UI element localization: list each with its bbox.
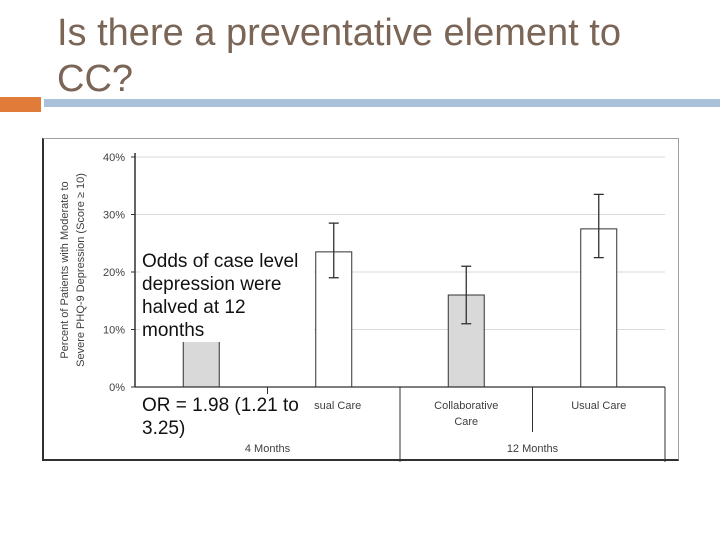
y-tick-label: 10% (103, 325, 125, 337)
axes: 0% 10% 20% 30% 40% Collaborative Care Usual Car… (103, 152, 666, 462)
y-tick-label: 20% (103, 267, 125, 279)
y-tick-label: 30% (103, 210, 125, 222)
slide-title: Is there a preventative element to CC? (57, 12, 621, 100)
y-tick-label: 40% (103, 152, 125, 164)
annotation-odds-ratio: OR = 1.98 (1.21 to 3.25) (140, 394, 314, 440)
y-axis-label-line1: Percent of Patients with Moderate to (59, 181, 71, 358)
x-category-label: Collaborative (434, 400, 498, 412)
x-category-label: Usual Care (306, 400, 361, 412)
x-category-label: Care (454, 416, 478, 428)
x-group-label: 4 Months (245, 443, 291, 455)
x-category-label: Usual Care (571, 400, 626, 412)
y-tick-label: 0% (109, 382, 125, 394)
accent-bar-orange (0, 97, 41, 112)
x-group-label: 12 Months (507, 443, 559, 455)
accent-bar-blue (44, 99, 720, 107)
y-axis-label-line2: Severe PHQ-9 Depression (Score ≥ 10) (75, 173, 87, 367)
annotation-odds: Odds of case level depression were halve… (140, 250, 314, 342)
